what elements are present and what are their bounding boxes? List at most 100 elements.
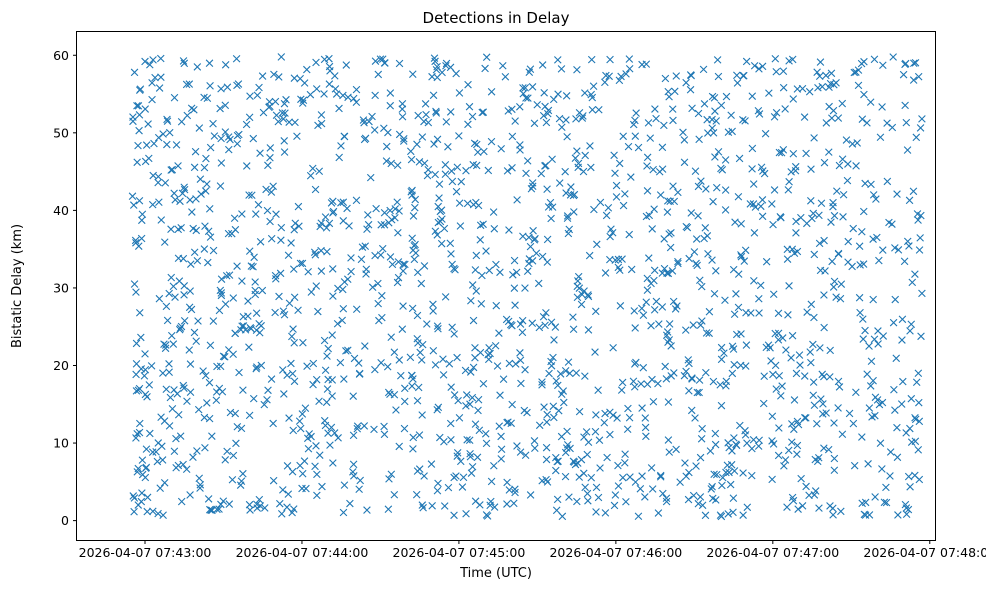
data-point [572, 369, 581, 377]
data-point [758, 62, 767, 71]
data-point [912, 133, 921, 142]
data-point [704, 250, 712, 258]
y-tick-label: 10 [53, 436, 69, 451]
data-point [331, 72, 339, 80]
data-point [145, 154, 153, 163]
data-point [246, 92, 254, 100]
data-point [244, 297, 252, 305]
data-point [481, 430, 490, 438]
data-point [377, 221, 385, 229]
data-point [320, 336, 329, 345]
data-point [312, 85, 321, 93]
data-point [290, 74, 299, 82]
data-point [630, 307, 639, 315]
data-point [711, 107, 719, 115]
data-point [718, 165, 727, 174]
data-point [604, 204, 613, 212]
data-point [766, 344, 774, 352]
data-point [254, 200, 263, 209]
data-point [478, 108, 487, 117]
data-point [553, 56, 562, 64]
data-point [822, 71, 830, 80]
data-point [634, 512, 643, 521]
data-point [281, 109, 289, 117]
data-point [825, 102, 833, 111]
data-point [169, 340, 178, 348]
data-point [832, 293, 840, 301]
data-point [434, 479, 442, 488]
data-point [750, 229, 759, 237]
x-axis-label: Time (UTC) [459, 566, 532, 581]
data-point [267, 375, 276, 383]
data-point [530, 437, 539, 445]
data-point [807, 165, 815, 173]
data-point [611, 169, 619, 178]
data-point [529, 226, 537, 235]
data-point [378, 313, 386, 322]
data-point [442, 59, 451, 68]
data-point [817, 199, 826, 208]
data-point [335, 104, 343, 113]
data-point [917, 332, 925, 341]
data-point [504, 317, 513, 326]
data-point [387, 470, 396, 479]
data-point [778, 334, 787, 342]
data-point [543, 185, 551, 193]
data-point [266, 153, 274, 162]
data-point [458, 483, 467, 491]
data-point [148, 95, 156, 104]
data-point [431, 170, 439, 179]
data-point [414, 383, 423, 392]
data-point [866, 382, 875, 390]
data-point [810, 313, 818, 322]
data-point [555, 114, 564, 123]
data-point [629, 120, 638, 129]
data-point [617, 386, 626, 394]
data-point [756, 281, 765, 290]
data-point [775, 148, 784, 157]
data-point [277, 223, 286, 232]
data-point [834, 114, 843, 122]
data-point [238, 277, 246, 285]
data-point [165, 289, 173, 298]
data-point [285, 414, 293, 422]
data-point [698, 424, 706, 433]
data-point [251, 290, 260, 299]
data-point [433, 62, 441, 71]
data-point [674, 188, 682, 197]
data-point [911, 471, 919, 480]
data-point [272, 210, 280, 219]
data-point [177, 117, 186, 126]
data-point [526, 65, 535, 73]
data-point [793, 417, 802, 426]
data-point [349, 94, 358, 103]
data-point [589, 82, 598, 90]
data-point [209, 317, 218, 325]
data-point [717, 401, 726, 410]
data-point [624, 142, 633, 151]
data-point [516, 349, 524, 357]
data-point [748, 444, 756, 453]
data-point [547, 357, 555, 366]
data-point [583, 489, 592, 498]
data-point [638, 304, 646, 313]
data-point [467, 469, 476, 477]
data-point [733, 79, 742, 87]
data-point [146, 60, 154, 69]
data-point [855, 293, 864, 302]
data-point [754, 106, 763, 115]
data-point [761, 129, 770, 138]
data-point [468, 112, 477, 121]
data-point [245, 343, 253, 351]
data-point [793, 441, 802, 450]
data-point [746, 200, 755, 208]
data-point [253, 91, 262, 100]
data-point [380, 208, 389, 217]
data-point [622, 70, 630, 78]
data-point [890, 385, 898, 394]
data-point [818, 410, 827, 418]
data-point [386, 253, 395, 261]
data-point [772, 108, 781, 117]
data-point [224, 145, 233, 154]
data-point [172, 434, 180, 443]
